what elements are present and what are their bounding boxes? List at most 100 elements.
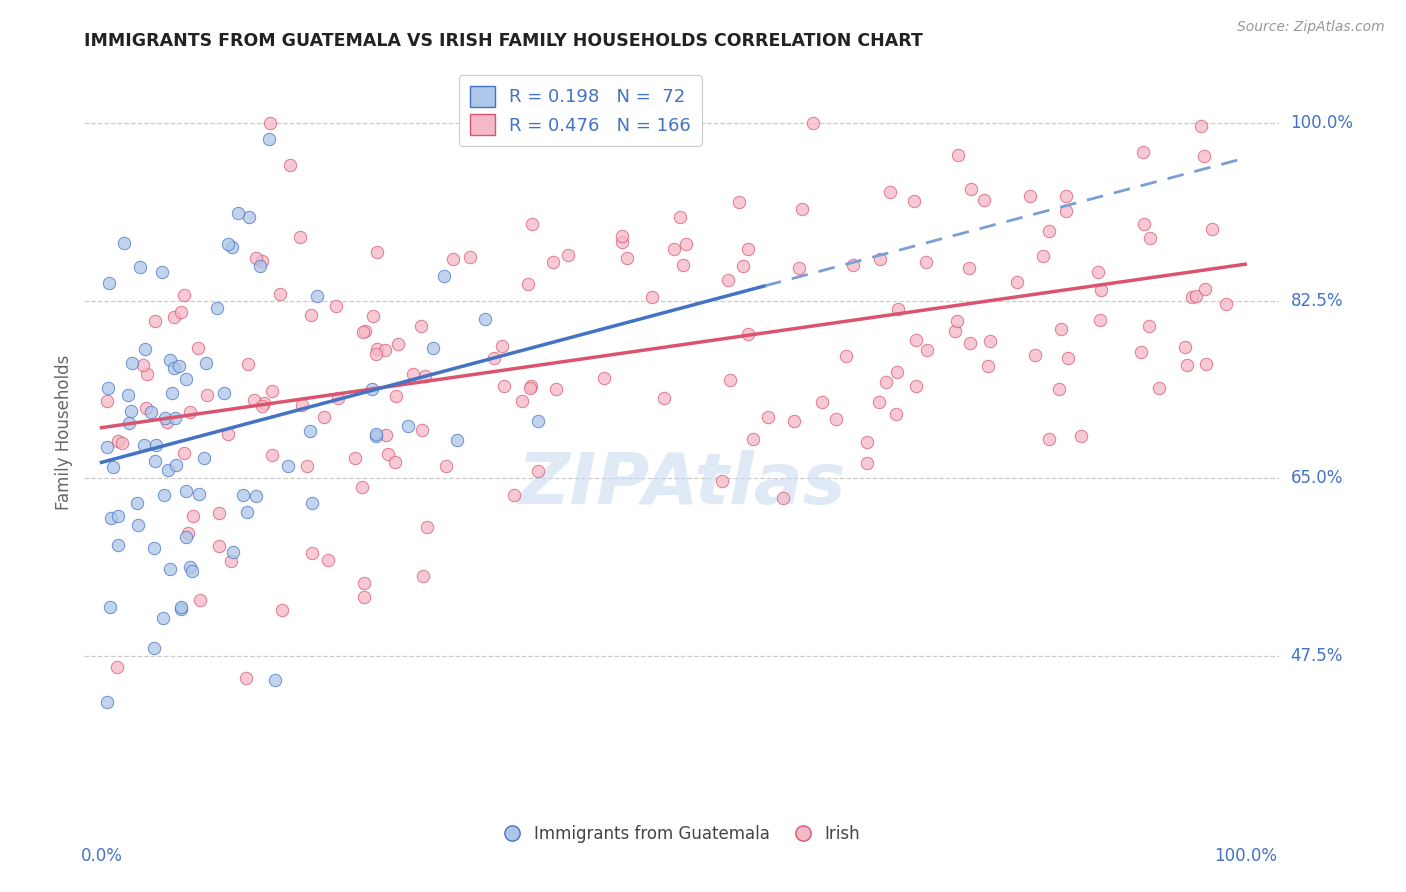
Point <box>441 252 464 267</box>
Point <box>856 456 879 470</box>
Point <box>245 489 267 503</box>
Point <box>416 520 439 534</box>
Point <box>1038 433 1060 447</box>
Point <box>1054 189 1077 203</box>
Point <box>375 428 398 442</box>
Point <box>142 541 165 555</box>
Point <box>242 392 264 407</box>
Point <box>173 287 195 301</box>
Point <box>218 426 240 441</box>
Point <box>1047 382 1070 396</box>
Point <box>711 474 734 488</box>
Point <box>616 251 638 265</box>
Point <box>250 399 273 413</box>
Point <box>737 327 759 342</box>
Point <box>181 564 204 578</box>
Point <box>221 554 243 568</box>
Point <box>1133 217 1156 231</box>
Point <box>411 423 433 437</box>
Point <box>143 640 166 655</box>
Point <box>1032 249 1054 263</box>
Point <box>592 371 614 385</box>
Point <box>107 434 129 448</box>
Point <box>141 405 163 419</box>
Point <box>343 451 366 466</box>
Point <box>117 387 139 401</box>
Point <box>307 289 329 303</box>
Text: 100.0%: 100.0% <box>1213 847 1277 865</box>
Text: IMMIGRANTS FROM GUATEMALA VS IRISH FAMILY HOUSEHOLDS CORRELATION CHART: IMMIGRANTS FROM GUATEMALA VS IRISH FAMIL… <box>84 32 924 50</box>
Point <box>402 367 425 381</box>
Point <box>1087 265 1109 279</box>
Point <box>733 260 755 274</box>
Point <box>811 394 834 409</box>
Point <box>127 496 149 510</box>
Point <box>121 356 143 370</box>
Point <box>129 260 152 275</box>
Point <box>153 411 176 425</box>
Point <box>132 358 155 372</box>
Point <box>1139 231 1161 245</box>
Point <box>98 599 121 614</box>
Point <box>162 361 184 376</box>
Point <box>979 334 1001 349</box>
Point <box>179 405 201 419</box>
Point <box>875 375 897 389</box>
Point <box>364 426 387 441</box>
Point <box>120 404 142 418</box>
Point <box>915 343 938 357</box>
Point <box>250 253 273 268</box>
Point <box>253 396 276 410</box>
Point <box>187 487 209 501</box>
Point <box>1005 275 1028 289</box>
Point <box>263 673 285 687</box>
Point <box>384 455 406 469</box>
Point <box>112 236 135 251</box>
Point <box>298 424 321 438</box>
Point <box>718 373 741 387</box>
Point <box>277 458 299 473</box>
Point <box>519 378 541 392</box>
Point <box>152 611 174 625</box>
Point <box>960 182 983 196</box>
Point <box>1189 119 1212 133</box>
Point <box>654 391 676 405</box>
Point <box>163 310 186 324</box>
Point <box>245 251 267 265</box>
Point <box>295 459 318 474</box>
Point <box>366 244 388 259</box>
Point <box>107 508 129 523</box>
Point <box>510 393 533 408</box>
Point <box>377 447 399 461</box>
Point <box>1185 289 1208 303</box>
Point <box>834 349 856 363</box>
Point <box>503 488 526 502</box>
Point <box>188 593 211 607</box>
Point <box>1056 351 1078 366</box>
Point <box>943 325 966 339</box>
Point <box>728 194 751 209</box>
Point <box>236 506 259 520</box>
Point <box>446 434 468 448</box>
Point <box>97 381 120 395</box>
Point <box>458 250 481 264</box>
Point <box>1132 145 1154 159</box>
Text: Source: ZipAtlas.com: Source: ZipAtlas.com <box>1237 20 1385 34</box>
Point <box>1129 345 1152 359</box>
Point <box>176 530 198 544</box>
Point <box>1090 283 1112 297</box>
Text: 100.0%: 100.0% <box>1291 114 1354 132</box>
Point <box>1195 357 1218 371</box>
Point <box>96 440 118 454</box>
Point <box>156 416 179 430</box>
Point <box>226 206 249 220</box>
Point <box>105 660 128 674</box>
Point <box>221 240 243 254</box>
Point <box>136 368 159 382</box>
Point <box>737 242 759 256</box>
Point <box>905 333 928 347</box>
Point <box>205 301 228 315</box>
Point <box>868 395 890 409</box>
Point <box>772 491 794 506</box>
Point <box>879 185 901 199</box>
